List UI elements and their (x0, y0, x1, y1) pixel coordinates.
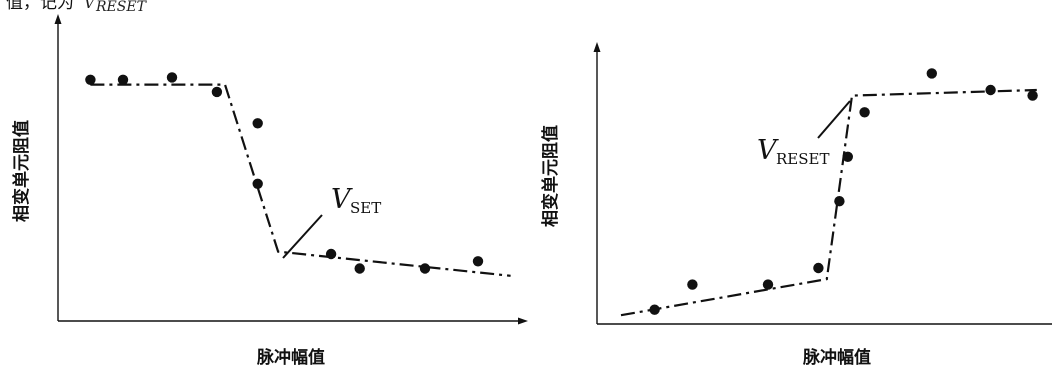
top-caption-symbol: V (84, 0, 97, 12)
reset-x-axis-label: 脉冲幅值 (802, 347, 871, 365)
set-data-point-8 (354, 263, 365, 274)
set-data-point-9 (419, 263, 431, 274)
set-data-point-4 (211, 86, 223, 98)
top-caption-fragment: 值，记为 V RESET (6, 0, 148, 15)
reset-data-point-7 (859, 107, 870, 118)
set-data-point-3 (166, 72, 178, 83)
set-chart: V SET 脉冲幅值 相变单元阻值 (11, 14, 528, 365)
set-annotation-symbol: V (331, 184, 353, 215)
set-y-axis-arrow (54, 14, 62, 24)
reset-data-point-9 (985, 84, 996, 96)
set-points (85, 72, 484, 274)
set-data-point-7 (325, 248, 337, 260)
reset-annotation-symbol: V (757, 135, 779, 166)
reset-data-point-2 (687, 279, 698, 290)
set-data-point-5 (252, 118, 263, 129)
set-fit-line (90, 83, 511, 277)
reset-y-axis-arrow (593, 42, 601, 52)
reset-data-point-3 (762, 279, 774, 290)
set-x-axis-arrow (518, 317, 528, 325)
reset-callout-line (817, 100, 851, 139)
set-y-axis-label: 相变单元阻值 (11, 120, 32, 222)
reset-data-point-6 (842, 151, 853, 162)
reset-fit-line (620, 88, 1037, 317)
set-x-axis-label: 脉冲幅值 (256, 347, 325, 365)
reset-data-point-10 (1027, 90, 1038, 101)
set-data-point-6 (252, 178, 263, 189)
top-caption-prefix: 值，记为 (6, 0, 74, 13)
set-data-point-2 (117, 74, 129, 86)
reset-points (649, 68, 1038, 315)
set-annotation-subscript: SET (350, 199, 381, 217)
reset-y-axis-label: 相变单元阻值 (540, 125, 561, 227)
reset-data-point-8 (926, 68, 937, 79)
top-caption-subscript: RESET (95, 0, 148, 15)
set-callout-line (282, 214, 323, 259)
reset-chart: V RESET 脉冲幅值 相变单元阻值 (540, 42, 1052, 365)
reset-data-point-5 (834, 196, 845, 207)
reset-annotation-subscript: RESET (776, 150, 829, 168)
reset-data-point-4 (813, 262, 824, 274)
reset-data-point-1 (649, 304, 660, 315)
set-data-point-10 (472, 256, 484, 267)
set-data-point-1 (85, 74, 96, 86)
